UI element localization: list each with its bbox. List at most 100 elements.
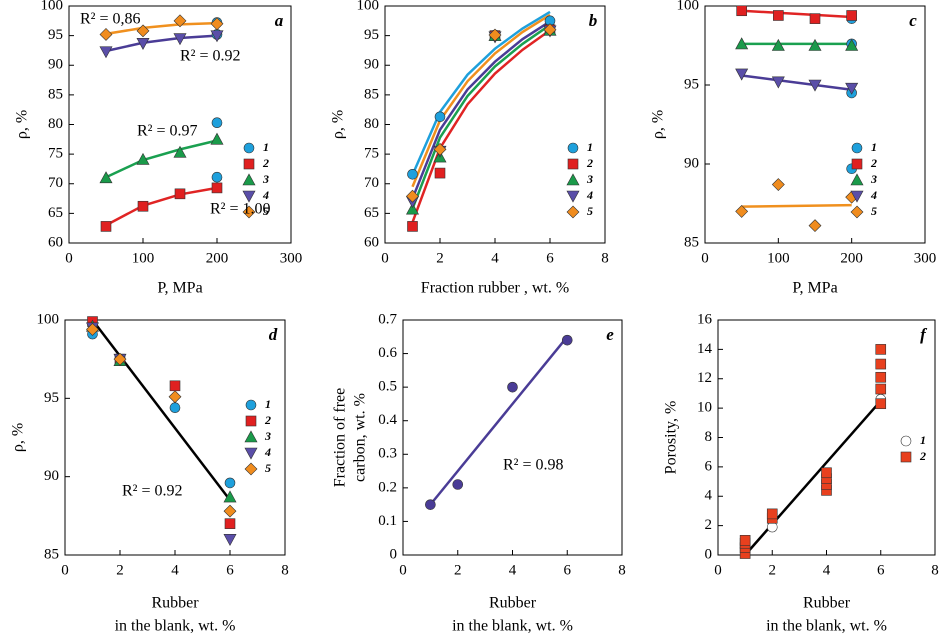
plot-frame xyxy=(402,319,623,556)
x-tick-label: 2 xyxy=(436,250,444,266)
y-tick-label: 90 xyxy=(44,468,59,484)
legend-label: 1 xyxy=(871,140,877,154)
legend-marker xyxy=(566,190,580,203)
point xyxy=(875,344,887,355)
point xyxy=(875,371,887,383)
point xyxy=(211,171,223,183)
y-axis-label: Fraction of free xyxy=(332,388,349,488)
legend-label: 2 xyxy=(586,156,593,170)
panel-letter: c xyxy=(909,11,917,30)
point xyxy=(808,219,822,233)
panel-letter: b xyxy=(589,11,598,30)
point xyxy=(561,334,573,346)
legend-label: 2 xyxy=(264,413,271,427)
point xyxy=(543,23,557,37)
point xyxy=(223,504,237,518)
fit-line xyxy=(91,319,231,501)
point xyxy=(766,508,778,520)
panel-letter: a xyxy=(275,11,284,30)
point xyxy=(875,398,887,410)
point xyxy=(224,518,236,529)
fit-line xyxy=(411,10,551,176)
y-tick-label: 0 xyxy=(390,546,398,562)
y-tick-label: 95 xyxy=(684,76,699,92)
x-tick-label: 4 xyxy=(823,562,831,578)
legend-label: 5 xyxy=(265,461,271,475)
x-axis-label: Rubber xyxy=(489,595,537,612)
y-tick-label: 0.7 xyxy=(378,311,397,327)
point xyxy=(821,467,832,479)
point xyxy=(808,79,822,92)
point xyxy=(136,38,150,50)
legend-marker xyxy=(851,158,863,170)
y-tick-label: 85 xyxy=(684,234,699,250)
legend-label: 3 xyxy=(870,172,877,186)
y-tick-label: 95 xyxy=(48,27,63,43)
legend-marker xyxy=(900,451,912,463)
fit-line xyxy=(105,21,218,36)
legend-marker xyxy=(566,205,580,219)
legend-label: 3 xyxy=(262,172,269,186)
x-tick-label: 8 xyxy=(281,562,289,578)
x-tick-label: 8 xyxy=(931,562,939,578)
y-tick-label: 65 xyxy=(364,205,379,221)
point xyxy=(99,46,113,59)
legend-marker xyxy=(850,173,864,186)
x-tick-label: 0 xyxy=(399,562,407,578)
y-axis-label: Porosity, % xyxy=(663,401,680,475)
x-tick-label: 100 xyxy=(767,250,790,266)
x-tick-label: 4 xyxy=(491,250,499,266)
point xyxy=(739,535,751,546)
point xyxy=(174,188,186,200)
legend-marker xyxy=(243,158,255,170)
x-tick-label: 0 xyxy=(381,250,389,266)
plot-frame xyxy=(704,5,926,244)
y-tick-label: 75 xyxy=(48,146,63,162)
y-tick-label: 16 xyxy=(697,311,713,327)
legend-label: 1 xyxy=(920,433,926,447)
point xyxy=(210,17,224,31)
y-tick-label: 0.1 xyxy=(378,513,397,529)
point xyxy=(406,189,419,203)
point xyxy=(434,111,446,123)
legend-marker xyxy=(567,158,579,170)
x-tick-label: 0 xyxy=(701,250,709,266)
annotation: R² = 0.92 xyxy=(180,48,241,65)
y-tick-label: 100 xyxy=(357,0,380,13)
y-tick-label: 2 xyxy=(705,517,713,533)
panel-letter: f xyxy=(920,325,928,344)
y-tick-label: 90 xyxy=(684,155,699,171)
point xyxy=(771,76,785,89)
point xyxy=(845,82,859,95)
point xyxy=(169,402,181,414)
point xyxy=(169,380,181,392)
y-tick-label: 85 xyxy=(44,546,59,562)
y-tick-label: 0 xyxy=(705,546,713,562)
y-tick-label: 4 xyxy=(705,488,713,504)
legend-marker xyxy=(566,173,580,186)
y-tick-label: 80 xyxy=(364,116,379,132)
point xyxy=(173,14,187,28)
point xyxy=(433,142,447,156)
x-tick-label: 2 xyxy=(454,562,462,578)
y-tick-label: 100 xyxy=(37,311,60,327)
annotation: R² = 0,86 xyxy=(80,11,141,28)
point xyxy=(99,171,113,184)
legend-marker xyxy=(245,399,257,411)
point xyxy=(771,178,785,191)
point xyxy=(773,10,784,21)
y-tick-label: 6 xyxy=(705,458,713,474)
y-tick-label: 100 xyxy=(41,0,64,13)
point xyxy=(223,490,237,503)
legend-marker xyxy=(244,430,258,443)
x-axis-label: P, MPa xyxy=(792,280,837,297)
y-tick-label: 100 xyxy=(677,0,700,13)
point xyxy=(846,10,857,21)
annotation: R² = 0.98 xyxy=(503,457,564,474)
fit-line xyxy=(411,13,551,188)
point xyxy=(808,38,822,51)
legend-label: 1 xyxy=(263,140,269,154)
point xyxy=(452,479,464,490)
annotation: R² = 0.97 xyxy=(137,123,198,140)
